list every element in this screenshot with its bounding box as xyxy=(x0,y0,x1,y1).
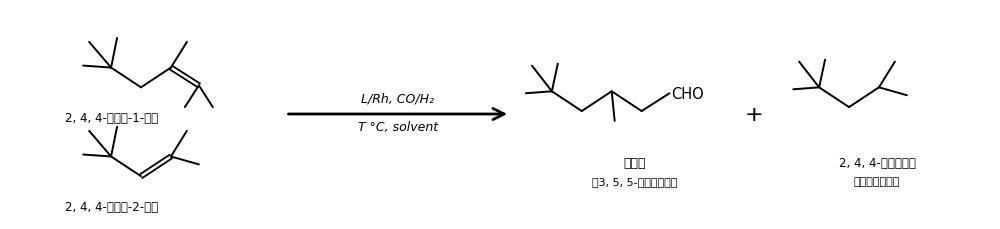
Text: CHO: CHO xyxy=(672,86,704,101)
Text: （3, 5, 5-三甲基己醒）: （3, 5, 5-三甲基己醒） xyxy=(592,177,677,186)
Text: +: + xyxy=(745,105,764,124)
Text: 2, 4, 4-三甲基戊烷: 2, 4, 4-三甲基戊烷 xyxy=(839,157,915,170)
Text: T °C, solvent: T °C, solvent xyxy=(358,120,438,133)
Text: （氢化副产物）: （氢化副产物） xyxy=(854,177,900,186)
Text: L/Rh, CO/H₂: L/Rh, CO/H₂ xyxy=(361,92,434,105)
Text: 2, 4, 4-三甲基-2-戊烯: 2, 4, 4-三甲基-2-戊烯 xyxy=(65,200,158,213)
Text: 2, 4, 4-三甲基-1-戊烯: 2, 4, 4-三甲基-1-戊烯 xyxy=(65,112,158,125)
Text: 异壬醒: 异壬醒 xyxy=(623,157,646,170)
